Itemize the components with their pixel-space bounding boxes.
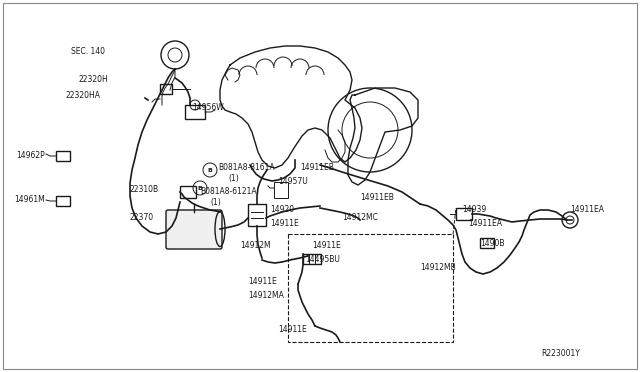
Text: 14962P: 14962P [16, 151, 45, 160]
Text: 14911E: 14911E [312, 241, 340, 250]
Text: (1): (1) [210, 198, 221, 206]
FancyBboxPatch shape [248, 204, 266, 226]
Text: B081A8-6121A: B081A8-6121A [200, 187, 257, 196]
Text: 14939: 14939 [462, 205, 486, 215]
Text: 22310B: 22310B [130, 186, 159, 195]
Text: 14911E: 14911E [248, 278, 276, 286]
Text: 22370: 22370 [130, 214, 154, 222]
Text: 14911E: 14911E [278, 326, 307, 334]
Bar [288, 234, 453, 342]
Text: R223001Y: R223001Y [541, 350, 580, 359]
Text: B081A8-8161A: B081A8-8161A [218, 164, 275, 173]
Text: SEC. 140: SEC. 140 [71, 48, 105, 57]
FancyBboxPatch shape [185, 105, 205, 119]
Text: 22320HA: 22320HA [65, 90, 100, 99]
Text: 14920: 14920 [270, 205, 294, 215]
Text: 1490B: 1490B [480, 240, 504, 248]
Text: 14912MB: 14912MB [420, 263, 456, 273]
Text: 14957U: 14957U [278, 177, 308, 186]
Text: 14911EB: 14911EB [360, 193, 394, 202]
Text: 14912M: 14912M [240, 241, 271, 250]
Text: 22320H: 22320H [78, 76, 108, 84]
Text: 14495BU: 14495BU [305, 256, 340, 264]
Text: B: B [207, 168, 212, 173]
Text: 14912MC: 14912MC [342, 214, 378, 222]
Text: B: B [198, 186, 202, 191]
Text: 14911EB: 14911EB [300, 164, 334, 173]
Text: 14961M: 14961M [14, 196, 45, 205]
FancyBboxPatch shape [56, 196, 70, 206]
FancyBboxPatch shape [456, 208, 472, 220]
FancyBboxPatch shape [56, 151, 70, 161]
FancyBboxPatch shape [160, 84, 172, 94]
FancyBboxPatch shape [303, 254, 321, 264]
Text: 14911E: 14911E [270, 219, 299, 228]
Text: 14911EA: 14911EA [468, 219, 502, 228]
Text: 14956W: 14956W [192, 103, 224, 112]
Text: 14912MA: 14912MA [248, 292, 284, 301]
Text: 14911EA: 14911EA [570, 205, 604, 215]
FancyBboxPatch shape [166, 210, 222, 249]
Text: (1): (1) [228, 173, 239, 183]
